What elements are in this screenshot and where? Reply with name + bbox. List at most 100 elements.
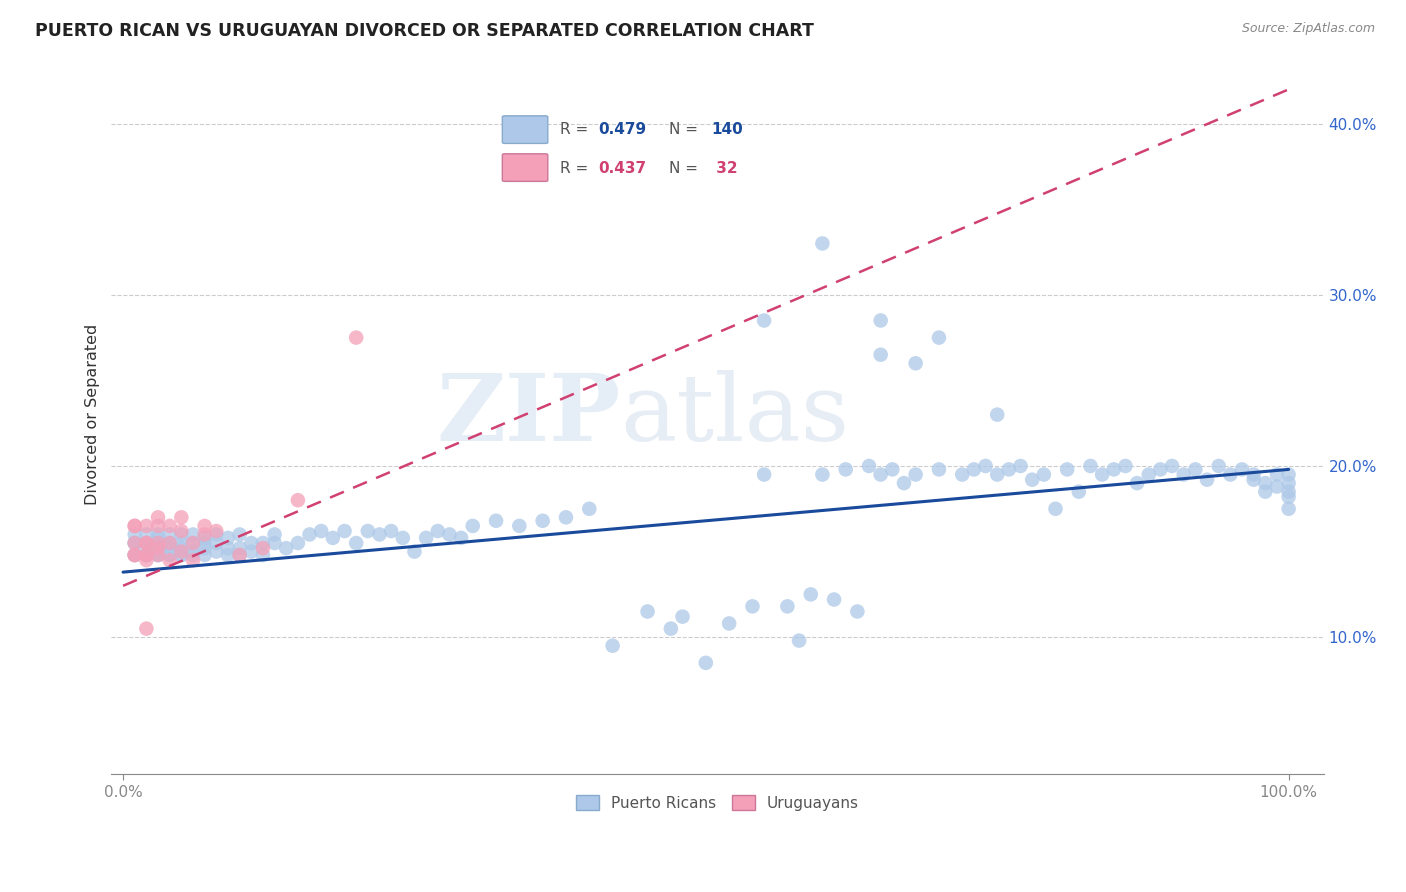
- Point: [263, 536, 285, 550]
- Point: [146, 548, 169, 562]
- Point: [135, 519, 157, 533]
- Point: [602, 639, 624, 653]
- Point: [205, 544, 228, 558]
- Point: [170, 510, 193, 524]
- Point: [1278, 501, 1301, 516]
- Point: [1278, 490, 1301, 504]
- Point: [135, 536, 157, 550]
- Point: [741, 599, 763, 614]
- Legend: Puerto Ricans, Uruguayans: Puerto Ricans, Uruguayans: [569, 789, 865, 817]
- Point: [146, 541, 169, 556]
- Point: [1067, 484, 1090, 499]
- Point: [1021, 473, 1043, 487]
- Point: [159, 536, 181, 550]
- Point: [228, 541, 250, 556]
- Point: [1010, 458, 1032, 473]
- Point: [135, 536, 157, 550]
- Point: [1102, 462, 1125, 476]
- Point: [181, 544, 204, 558]
- Point: [787, 633, 810, 648]
- Point: [904, 467, 927, 482]
- Point: [368, 527, 391, 541]
- Point: [135, 548, 157, 562]
- Point: [1230, 462, 1253, 476]
- Point: [1173, 467, 1195, 482]
- Point: [1045, 501, 1067, 516]
- Text: ZIP: ZIP: [436, 369, 620, 459]
- Point: [228, 548, 250, 562]
- Point: [578, 501, 600, 516]
- Point: [146, 527, 169, 541]
- Point: [146, 519, 169, 533]
- Point: [1080, 458, 1102, 473]
- Point: [240, 536, 263, 550]
- Point: [1126, 476, 1149, 491]
- Point: [776, 599, 799, 614]
- Point: [240, 544, 263, 558]
- Point: [718, 616, 741, 631]
- Point: [380, 524, 402, 538]
- Point: [146, 536, 169, 550]
- Point: [194, 527, 217, 541]
- Point: [181, 536, 204, 550]
- Point: [1219, 467, 1241, 482]
- Point: [1137, 467, 1160, 482]
- Point: [986, 408, 1008, 422]
- Point: [404, 544, 426, 558]
- Point: [252, 536, 274, 550]
- Point: [252, 541, 274, 556]
- Point: [287, 536, 309, 550]
- Point: [124, 536, 146, 550]
- Point: [823, 592, 845, 607]
- Point: [1091, 467, 1114, 482]
- Point: [1208, 458, 1230, 473]
- Point: [135, 527, 157, 541]
- Point: [752, 313, 775, 327]
- Point: [357, 524, 380, 538]
- Point: [1265, 479, 1288, 493]
- Point: [146, 510, 169, 524]
- Point: [159, 519, 181, 533]
- Point: [217, 541, 239, 556]
- Point: [555, 510, 578, 524]
- Point: [135, 536, 157, 550]
- Point: [426, 524, 449, 538]
- Point: [159, 548, 181, 562]
- Point: [146, 541, 169, 556]
- Text: Source: ZipAtlas.com: Source: ZipAtlas.com: [1241, 22, 1375, 36]
- Point: [391, 531, 413, 545]
- Point: [671, 609, 693, 624]
- Point: [869, 348, 891, 362]
- Point: [124, 519, 146, 533]
- Point: [1114, 458, 1136, 473]
- Point: [159, 536, 181, 550]
- Point: [415, 531, 437, 545]
- Point: [194, 519, 217, 533]
- Point: [963, 462, 986, 476]
- Point: [170, 527, 193, 541]
- Point: [800, 587, 823, 601]
- Point: [834, 462, 856, 476]
- Point: [1195, 473, 1218, 487]
- Point: [194, 541, 217, 556]
- Point: [170, 541, 193, 556]
- Point: [146, 541, 169, 556]
- Point: [1265, 467, 1288, 482]
- Point: [974, 458, 997, 473]
- Point: [439, 527, 461, 541]
- Point: [205, 524, 228, 538]
- Point: [1254, 484, 1277, 499]
- Point: [1032, 467, 1054, 482]
- Point: [263, 527, 285, 541]
- Point: [659, 622, 682, 636]
- Point: [869, 313, 891, 327]
- Point: [135, 548, 157, 562]
- Point: [1278, 484, 1301, 499]
- Point: [135, 553, 157, 567]
- Point: [344, 330, 367, 344]
- Point: [124, 548, 146, 562]
- Point: [159, 553, 181, 567]
- Point: [170, 548, 193, 562]
- Point: [461, 519, 484, 533]
- Point: [276, 541, 298, 556]
